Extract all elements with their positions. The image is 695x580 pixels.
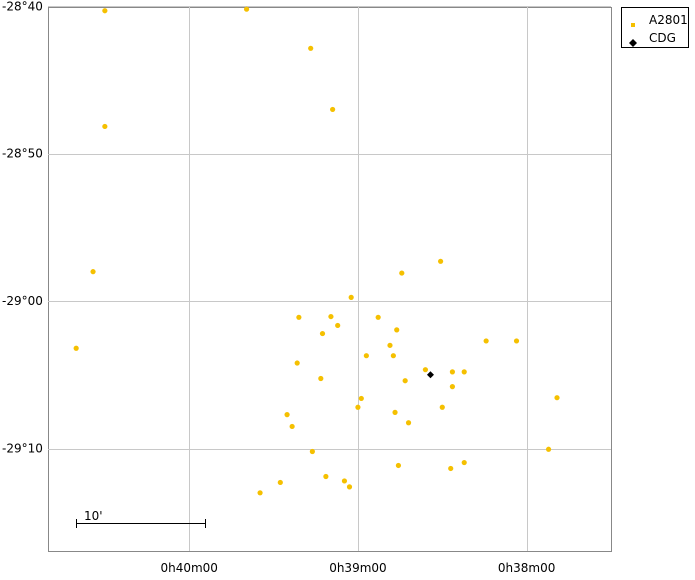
x-tick-label: 0h38m00 bbox=[498, 561, 555, 575]
point-a2801-15 bbox=[461, 369, 467, 375]
square-marker-icon bbox=[628, 15, 638, 27]
point-a2801-21 bbox=[405, 420, 412, 426]
point-a2801-24 bbox=[483, 338, 489, 344]
point-a2801-28 bbox=[461, 459, 467, 466]
y-tick-label: -28°50 bbox=[2, 147, 43, 161]
legend-item-a2801: A2801 bbox=[622, 12, 688, 28]
point-a2801-26 bbox=[554, 395, 560, 401]
scale-bar-label: 10' bbox=[84, 509, 103, 523]
point-a2801-31 bbox=[323, 473, 329, 480]
point-a2801-20 bbox=[363, 353, 369, 359]
point-a2801-10 bbox=[375, 314, 381, 320]
point-a2801-43 bbox=[309, 448, 315, 455]
grid-layer bbox=[48, 6, 611, 551]
point-a2801-42 bbox=[277, 479, 283, 486]
point-a2801-5 bbox=[90, 269, 96, 275]
point-a2801-22 bbox=[358, 395, 364, 402]
point-a2801-40 bbox=[73, 345, 79, 351]
point-a2801-29 bbox=[448, 465, 454, 472]
point-a2801-36 bbox=[319, 330, 326, 337]
x-tick-label: 0h39m00 bbox=[329, 561, 386, 575]
point-a2801-27 bbox=[545, 446, 552, 452]
point-a2801-0 bbox=[102, 8, 108, 14]
point-a2801-18 bbox=[402, 378, 408, 384]
point-a2801-44 bbox=[346, 484, 353, 490]
legend-item-cdg: CDG bbox=[622, 30, 688, 47]
point-a2801-30 bbox=[395, 462, 402, 469]
point-a2801-9 bbox=[348, 294, 354, 300]
point-a2801-12 bbox=[390, 353, 396, 359]
point-a2801-45 bbox=[355, 404, 361, 410]
point-layer bbox=[73, 6, 560, 496]
point-a2801-23 bbox=[392, 409, 398, 415]
scale-bar: 10' bbox=[76, 509, 206, 528]
point-cdg-0 bbox=[426, 371, 434, 379]
legend-label-a2801: A2801 bbox=[649, 13, 688, 27]
x-tick-label: 0h40m00 bbox=[160, 561, 217, 575]
point-a2801-19 bbox=[387, 342, 393, 348]
point-a2801-7 bbox=[437, 258, 444, 264]
point-a2801-16 bbox=[449, 384, 456, 390]
diamond-marker-icon bbox=[628, 33, 638, 47]
legend-label-cdg: CDG bbox=[649, 31, 676, 45]
point-a2801-25 bbox=[513, 338, 520, 344]
point-a2801-14 bbox=[449, 369, 456, 375]
point-a2801-4 bbox=[102, 123, 108, 130]
point-a2801-32 bbox=[289, 423, 295, 430]
point-a2801-38 bbox=[284, 412, 290, 418]
point-a2801-17 bbox=[439, 404, 445, 410]
point-a2801-39 bbox=[341, 478, 348, 484]
point-a2801-34 bbox=[296, 314, 302, 320]
y-tick-label: -29°10 bbox=[2, 442, 43, 456]
tick-layer: 0h40m00 0h39m00 0h38m00 -28°40 -28°50 -29°00 -… bbox=[2, 0, 555, 575]
y-tick-label: -28°40 bbox=[2, 0, 43, 13]
point-a2801-1 bbox=[243, 6, 250, 12]
y-tick-label: -29°00 bbox=[2, 294, 43, 308]
point-a2801-8 bbox=[328, 313, 334, 320]
point-a2801-2 bbox=[308, 45, 314, 51]
point-a2801-41 bbox=[257, 490, 263, 496]
point-a2801-3 bbox=[330, 106, 336, 113]
point-a2801-11 bbox=[394, 327, 400, 333]
point-a2801-6 bbox=[399, 270, 405, 276]
plot-frame bbox=[48, 7, 612, 552]
point-a2801-13 bbox=[422, 367, 429, 373]
point-a2801-33 bbox=[294, 360, 300, 366]
legend: A2801 CDG bbox=[621, 7, 689, 48]
point-a2801-35 bbox=[335, 322, 341, 329]
point-a2801-37 bbox=[318, 375, 324, 382]
